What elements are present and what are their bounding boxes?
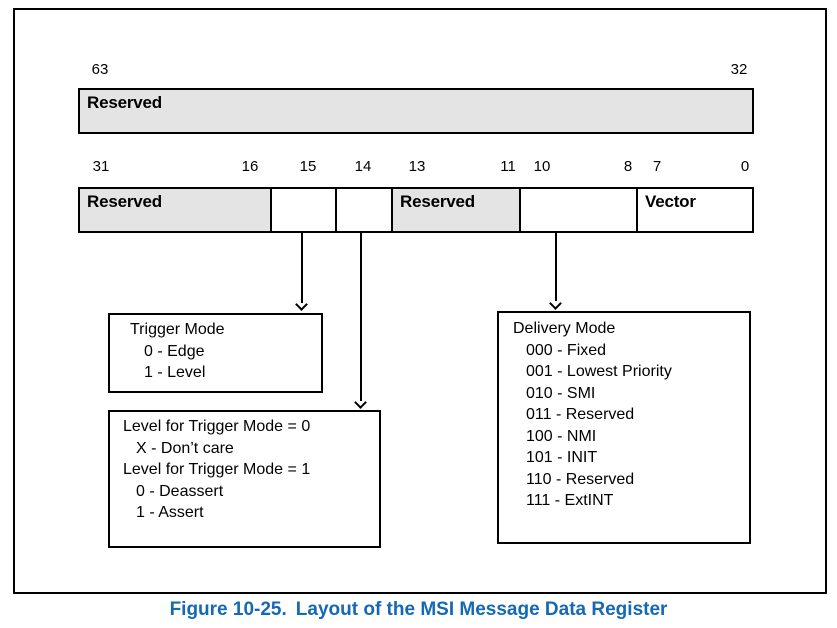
bit-label-15: 15 [299, 158, 317, 175]
lower-register-bar: Reserved Reserved Vector [78, 187, 754, 233]
field-trigger-mode-15 [272, 189, 337, 231]
field-delivery-mode-10-8 [521, 189, 638, 231]
figure-caption: Figure 10-25. Layout of the MSI Message D… [0, 599, 837, 621]
figure-caption-title: Layout of the MSI Message Data Register [295, 599, 668, 620]
field-label [272, 189, 335, 192]
arrow-trigger-mode-shaft [301, 233, 303, 303]
upper-register-bar: Reserved [78, 88, 754, 134]
bit-label-8: 8 [623, 158, 633, 175]
field-label: Vector [645, 192, 696, 211]
delivery-mode-item: 101 - INIT [526, 449, 598, 466]
arrow-level-shaft [360, 233, 362, 401]
delivery-mode-item: 001 - Lowest Priority [526, 363, 672, 380]
bit-label-11: 11 [500, 158, 516, 175]
field-reserved-13-11: Reserved [393, 189, 521, 231]
field-label [521, 189, 636, 192]
bit-label-10: 10 [533, 158, 551, 175]
bit-label-13: 13 [408, 158, 426, 175]
figure-caption-number: Figure 10-25. [169, 599, 287, 620]
trigger-mode-item: 1 - Level [144, 364, 206, 381]
level-line: Level for Trigger Mode = 0 [123, 418, 311, 435]
level-line: Level for Trigger Mode = 1 [123, 461, 311, 478]
delivery-mode-item: 011 - Reserved [526, 406, 635, 423]
trigger-mode-callout: Trigger Mode 0 - Edge 1 - Level [108, 313, 323, 393]
delivery-mode-item: 100 - NMI [526, 427, 597, 445]
level-line: 0 - Deassert [136, 482, 224, 500]
trigger-mode-title: Trigger Mode [130, 321, 225, 338]
field-vector-7-0: Vector [638, 189, 752, 231]
bit-label-63: 63 [91, 61, 109, 78]
delivery-mode-item: 010 - SMI [526, 384, 596, 402]
field-label: Reserved [87, 192, 162, 211]
level-line: 1 - Assert [136, 504, 204, 521]
delivery-mode-callout: Delivery Mode 000 - Fixed 001 - Lowest P… [497, 311, 751, 544]
bit-label-32: 32 [730, 61, 748, 78]
delivery-mode-item: 000 - Fixed [526, 341, 607, 359]
field-label: Reserved [87, 93, 162, 112]
level-line: X - Don’t care [136, 439, 234, 457]
field-label: Reserved [400, 192, 475, 211]
delivery-mode-item: 111 - ExtINT [526, 492, 614, 509]
field-reserved-63-32: Reserved [80, 90, 752, 132]
field-label [337, 189, 391, 192]
field-reserved-31-16: Reserved [80, 189, 272, 231]
bit-label-16: 16 [241, 158, 259, 175]
bit-label-31: 31 [92, 158, 110, 175]
arrow-delivery-mode-shaft [555, 233, 557, 301]
level-callout: Level for Trigger Mode = 0 X - Don’t car… [108, 410, 381, 548]
bit-label-14: 14 [354, 158, 372, 175]
bit-label-7: 7 [652, 158, 662, 175]
delivery-mode-title: Delivery Mode [513, 320, 616, 337]
delivery-mode-item: 110 - Reserved [526, 470, 635, 488]
field-level-14 [337, 189, 393, 231]
trigger-mode-item: 0 - Edge [144, 342, 205, 360]
bit-label-0: 0 [740, 158, 750, 175]
